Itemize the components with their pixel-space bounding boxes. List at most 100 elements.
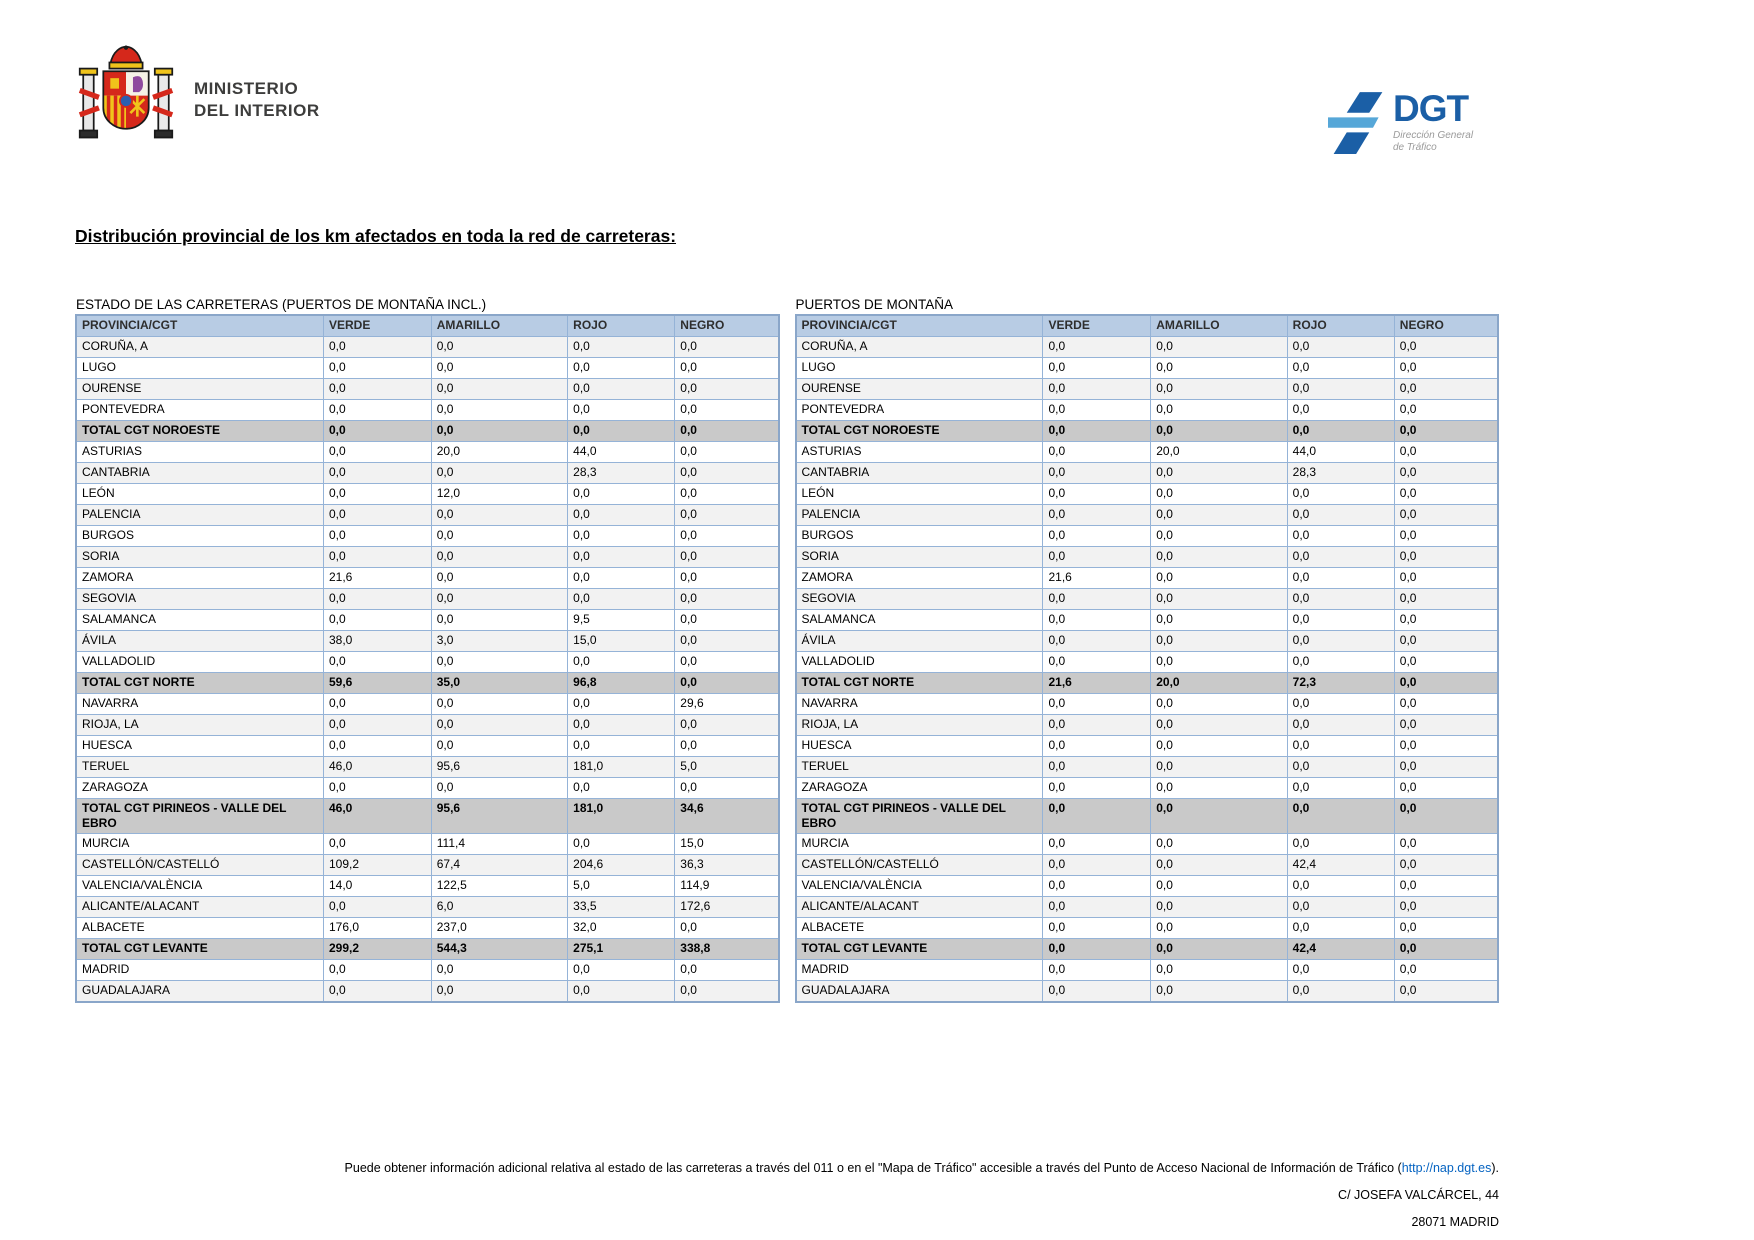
province-cell: LEÓN — [75, 483, 324, 505]
value-cell: 0,0 — [322, 336, 432, 358]
table-row: PONTEVEDRA 0,0 0,0 0,0 0,0 — [794, 399, 1499, 421]
value-cell: 0,0 — [1286, 420, 1395, 442]
value-cell: 0,0 — [1393, 525, 1499, 547]
province-cell: TERUEL — [794, 756, 1044, 778]
value-cell: 0,0 — [1042, 378, 1152, 400]
table-row: CASTELLÓN/CASTELLÓ 109,2 67,4 204,6 36,3 — [75, 854, 779, 876]
value-cell: 20,0 — [430, 441, 569, 463]
value-cell: 0,0 — [322, 959, 432, 981]
table-header-row: PROVINCIA/CGT VERDE AMARILLO ROJO NEGRO — [75, 314, 779, 337]
value-cell: 67,4 — [430, 854, 569, 876]
table-row: ZARAGOZA 0,0 0,0 0,0 0,0 — [75, 777, 779, 799]
value-cell: 0,0 — [674, 441, 779, 463]
value-cell: 0,0 — [674, 420, 779, 442]
province-cell: PALENCIA — [794, 504, 1044, 526]
value-cell: 0,0 — [1393, 441, 1499, 463]
value-cell: 0,0 — [322, 896, 432, 918]
value-cell: 0,0 — [1150, 525, 1288, 547]
value-cell: 0,0 — [322, 462, 432, 484]
value-cell: 0,0 — [1393, 938, 1499, 960]
province-cell: ALICANTE/ALACANT — [75, 896, 324, 918]
value-cell: 0,0 — [1150, 917, 1288, 939]
table-row: PALENCIA 0,0 0,0 0,0 0,0 — [75, 504, 779, 526]
value-cell: 0,0 — [1150, 462, 1288, 484]
total-row: TOTAL CGT NORTE 59,6 35,0 96,8 0,0 — [75, 672, 779, 694]
value-cell: 0,0 — [1286, 483, 1395, 505]
value-cell: 0,0 — [1042, 336, 1152, 358]
nap-dgt-link[interactable]: http://nap.dgt.es — [1401, 1161, 1492, 1175]
value-cell: 0,0 — [322, 357, 432, 379]
value-cell: 0,0 — [674, 735, 779, 757]
value-cell: 0,0 — [1393, 651, 1499, 673]
table-row: TERUEL 46,0 95,6 181,0 5,0 — [75, 756, 779, 778]
value-cell: 0,0 — [1150, 609, 1288, 631]
province-cell: ALBACETE — [75, 917, 324, 939]
table-row: LUGO 0,0 0,0 0,0 0,0 — [794, 357, 1499, 379]
column-header-verde: VERDE — [1042, 314, 1152, 337]
total-row: TOTAL CGT NORTE 21,6 20,0 72,3 0,0 — [794, 672, 1499, 694]
province-cell: ASTURIAS — [75, 441, 324, 463]
value-cell: 95,6 — [430, 756, 569, 778]
table-block-puertos-montana: PUERTOS DE MONTAÑA PROVINCIA/CGT VERDE AMA… — [794, 297, 1499, 1003]
value-cell: 0,0 — [674, 714, 779, 736]
value-cell: 0,0 — [1042, 980, 1152, 1003]
value-cell: 544,3 — [430, 938, 569, 960]
table-row: ALICANTE/ALACANT 0,0 6,0 33,5 172,6 — [75, 896, 779, 918]
value-cell: 21,6 — [1042, 567, 1152, 589]
table-row: CORUÑA, A 0,0 0,0 0,0 0,0 — [75, 336, 779, 358]
value-cell: 0,0 — [430, 588, 569, 610]
value-cell: 0,0 — [674, 462, 779, 484]
value-cell: 35,0 — [430, 672, 569, 694]
value-cell: 237,0 — [430, 917, 569, 939]
table-row: SALAMANCA 0,0 0,0 9,5 0,0 — [75, 609, 779, 631]
spain-coat-of-arms-icon — [78, 45, 174, 139]
province-cell: SALAMANCA — [794, 609, 1044, 631]
province-cell: CORUÑA, A — [794, 336, 1044, 358]
table-row: GUADALAJARA 0,0 0,0 0,0 0,0 — [75, 980, 779, 1003]
value-cell: 0,0 — [1393, 798, 1499, 834]
table-row: HUESCA 0,0 0,0 0,0 0,0 — [75, 735, 779, 757]
value-cell: 0,0 — [1150, 567, 1288, 589]
column-header-rojo: ROJO — [567, 314, 676, 337]
value-cell: 0,0 — [322, 735, 432, 757]
value-cell: 0,0 — [1393, 357, 1499, 379]
value-cell: 46,0 — [322, 756, 432, 778]
value-cell: 275,1 — [567, 938, 676, 960]
province-cell: SEGOVIA — [794, 588, 1044, 610]
footer-note-suffix: ). — [1491, 1161, 1499, 1175]
value-cell: 0,0 — [322, 420, 432, 442]
value-cell: 0,0 — [1150, 875, 1288, 897]
value-cell: 59,6 — [322, 672, 432, 694]
value-cell: 95,6 — [430, 798, 569, 834]
value-cell: 0,0 — [1042, 875, 1152, 897]
column-header-rojo: ROJO — [1286, 314, 1395, 337]
value-cell: 0,0 — [322, 525, 432, 547]
province-cell: CORUÑA, A — [75, 336, 324, 358]
table-row: ZARAGOZA 0,0 0,0 0,0 0,0 — [794, 777, 1499, 799]
value-cell: 0,0 — [430, 399, 569, 421]
value-cell: 0,0 — [674, 525, 779, 547]
value-cell: 0,0 — [1286, 609, 1395, 631]
table-estado-carreteras: PROVINCIA/CGT VERDE AMARILLO ROJO NEGRO CORUÑ… — [75, 314, 780, 1003]
footer-address: C/ JOSEFA VALCÁRCEL, 44 — [1338, 1188, 1499, 1202]
value-cell: 0,0 — [322, 441, 432, 463]
table-row: OURENSE 0,0 0,0 0,0 0,0 — [75, 378, 779, 400]
value-cell: 0,0 — [322, 399, 432, 421]
table-row: SORIA 0,0 0,0 0,0 0,0 — [794, 546, 1499, 568]
province-cell: TOTAL CGT LEVANTE — [75, 938, 324, 960]
value-cell: 15,0 — [567, 630, 676, 652]
value-cell: 42,4 — [1286, 854, 1395, 876]
total-row: TOTAL CGT NOROESTE 0,0 0,0 0,0 0,0 — [75, 420, 779, 442]
table-row: MADRID 0,0 0,0 0,0 0,0 — [794, 959, 1499, 981]
value-cell: 0,0 — [1150, 959, 1288, 981]
value-cell: 0,0 — [1150, 336, 1288, 358]
table-row: RIOJA, LA 0,0 0,0 0,0 0,0 — [75, 714, 779, 736]
value-cell: 0,0 — [1286, 693, 1395, 715]
footer-note: Puede obtener información adicional rela… — [75, 1155, 1499, 1182]
value-cell: 0,0 — [1042, 546, 1152, 568]
value-cell: 0,0 — [1150, 756, 1288, 778]
ministry-name: MINISTERIO DEL INTERIOR — [194, 78, 320, 122]
value-cell: 0,0 — [1150, 777, 1288, 799]
ministry-name-line2: DEL INTERIOR — [194, 101, 320, 120]
province-cell: TOTAL CGT PIRINEOS - VALLE DEL EBRO — [794, 798, 1044, 834]
